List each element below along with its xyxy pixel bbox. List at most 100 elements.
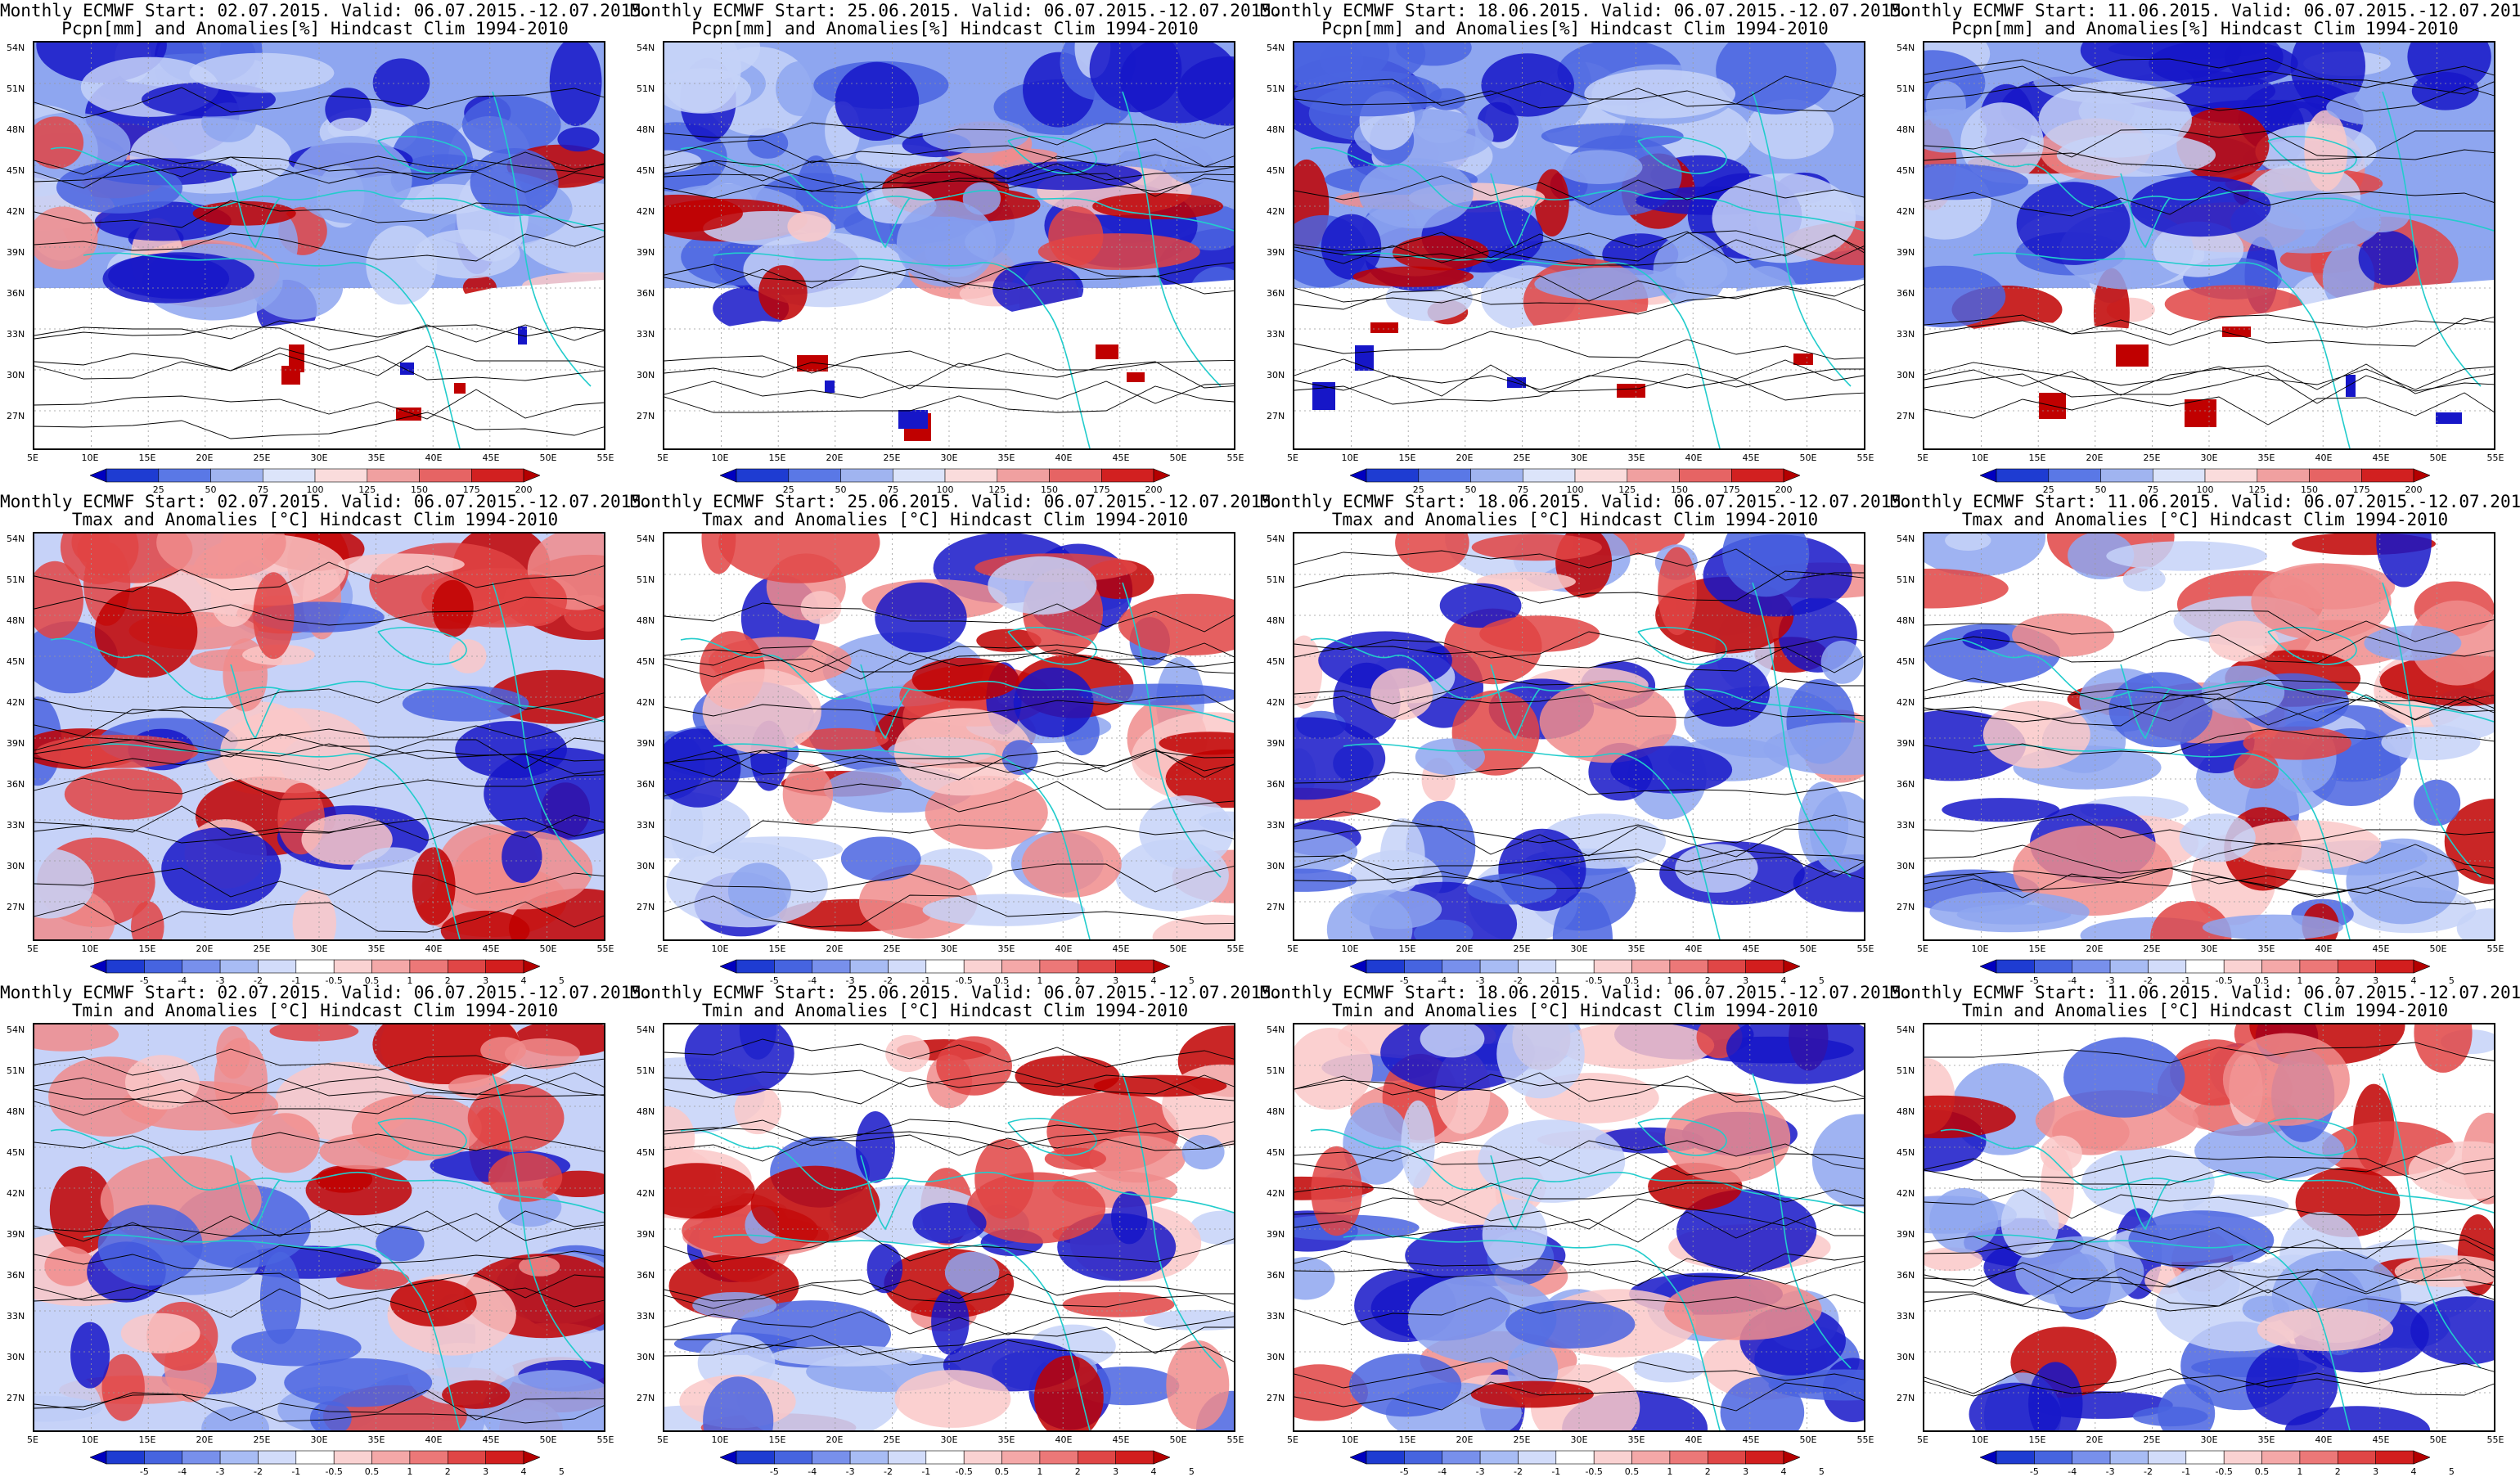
coastline bbox=[1752, 91, 1852, 387]
colorbar-swatch bbox=[1996, 1450, 2035, 1465]
contour-line bbox=[664, 894, 1234, 928]
negative-anomaly-area bbox=[1349, 1353, 1462, 1417]
colorbar-swatch bbox=[2048, 468, 2101, 483]
colorbar-swatch bbox=[736, 959, 775, 974]
positive-anomaly-area bbox=[34, 561, 83, 639]
contour-line bbox=[1294, 1072, 1864, 1103]
longitude-label: 45E bbox=[1112, 1434, 1130, 1445]
colorbar-min-arrow bbox=[1980, 959, 1997, 974]
colorbar-label: 175 bbox=[1722, 484, 1740, 495]
colorbar-label: 4 bbox=[1150, 975, 1157, 986]
colorbar-label: -3 bbox=[845, 975, 855, 986]
positive-anomaly-area bbox=[1924, 568, 2009, 609]
positive-anomaly-area bbox=[389, 1279, 477, 1327]
longitude-label: 5E bbox=[1917, 453, 1928, 463]
colorbar-swatch bbox=[1404, 959, 1443, 974]
negative-anomaly-area bbox=[703, 1376, 774, 1430]
colorbar-label: 0.5 bbox=[364, 975, 380, 986]
positive-anomaly-area bbox=[1534, 169, 1569, 236]
contour-line bbox=[1924, 1155, 2494, 1186]
latitude-label: 48N bbox=[1267, 124, 1285, 135]
contour-line bbox=[1924, 1042, 2494, 1064]
contour-line bbox=[1924, 149, 2494, 173]
latitude-label: 42N bbox=[1267, 206, 1285, 217]
negative-anomaly-area bbox=[1380, 1024, 1536, 1092]
colorbar-label: 0.5 bbox=[2254, 1466, 2270, 1477]
forecast-panel: Monthly ECMWF Start: 18.06.2015. Valid: … bbox=[1260, 0, 1912, 495]
contour-line bbox=[34, 87, 604, 119]
forecast-panel: Monthly ECMWF Start: 02.07.2015. Valid: … bbox=[0, 0, 652, 495]
colorbar-label: 125 bbox=[2248, 484, 2266, 495]
latitude-label: 42N bbox=[1897, 206, 1915, 217]
contour-line bbox=[664, 265, 1234, 295]
colorbar-label: -2 bbox=[1513, 1466, 1523, 1477]
colorbar bbox=[720, 959, 1170, 974]
positive-anomaly-area bbox=[1924, 1095, 2016, 1139]
anomaly-cell bbox=[898, 410, 928, 429]
latitude-label: 33N bbox=[1267, 1311, 1285, 1322]
positive-anomaly-area bbox=[800, 591, 842, 624]
negative-anomaly-area bbox=[376, 1225, 425, 1262]
positive-anomaly-area bbox=[338, 553, 465, 575]
anomaly-cell bbox=[797, 355, 828, 372]
negative-anomaly-area bbox=[1294, 868, 1357, 892]
colorbar-label: 1 bbox=[1037, 975, 1043, 986]
negative-anomaly-area bbox=[1481, 53, 1574, 117]
colorbar-label: 2 bbox=[444, 1466, 451, 1477]
latitude-label: 30N bbox=[1897, 861, 1915, 871]
positive-anomaly-area bbox=[34, 116, 84, 169]
colorbar-label: -1 bbox=[291, 975, 301, 986]
latitude-label: 27N bbox=[1897, 1393, 1915, 1403]
colorbar-swatch bbox=[849, 1450, 889, 1465]
colorbar-label: 25 bbox=[2042, 484, 2054, 495]
latitude-label: 51N bbox=[7, 1065, 25, 1076]
longitude-label: 10E bbox=[81, 453, 99, 463]
colorbar-swatch bbox=[1593, 959, 1632, 974]
contour-line bbox=[664, 1273, 1234, 1302]
longitude-label: 40E bbox=[1685, 943, 1703, 954]
coastline bbox=[230, 173, 281, 249]
colorbar-swatch bbox=[371, 959, 411, 974]
longitude-label: 15E bbox=[2028, 943, 2046, 954]
latitude-label: 51N bbox=[7, 83, 25, 94]
colorbar-swatch bbox=[367, 468, 420, 483]
negative-anomaly-area bbox=[1077, 121, 1212, 152]
latitude-label: 30N bbox=[637, 1352, 655, 1362]
anomaly-field bbox=[34, 534, 604, 939]
coastline bbox=[50, 637, 604, 723]
negative-anomaly-area bbox=[776, 61, 826, 116]
longitude-label: 5E bbox=[1287, 453, 1298, 463]
panel-title: Monthly ECMWF Start: 11.06.2015. Valid: … bbox=[1890, 983, 2520, 1002]
latitude-label: 48N bbox=[7, 1106, 25, 1117]
latitude-label: 48N bbox=[637, 615, 655, 626]
longitude-label: 45E bbox=[1742, 943, 1760, 954]
latitude-label: 45N bbox=[7, 165, 25, 176]
contour-line bbox=[1924, 813, 2494, 845]
anomaly-map bbox=[1923, 1023, 2495, 1432]
colorbar-label: -3 bbox=[215, 975, 225, 986]
negative-anomaly-area bbox=[855, 1111, 895, 1183]
longitude-label: 40E bbox=[425, 1434, 443, 1445]
contour-line bbox=[1294, 678, 1864, 711]
latitude-label: 54N bbox=[637, 43, 655, 53]
negative-anomaly-area bbox=[1929, 1187, 1999, 1253]
positive-anomaly-area bbox=[2243, 726, 2351, 760]
longitude-label: 30E bbox=[940, 1434, 958, 1445]
longitude-label: 30E bbox=[310, 453, 328, 463]
latitude-label: 36N bbox=[1267, 288, 1285, 299]
contour-line bbox=[1924, 1362, 2494, 1394]
colorbar-label: 5 bbox=[558, 1466, 565, 1477]
colorbar-swatch bbox=[1404, 1450, 1443, 1465]
negative-anomaly-area bbox=[2068, 534, 2135, 579]
latitude-label: 54N bbox=[1267, 43, 1285, 53]
negative-anomaly-area bbox=[1482, 1199, 1548, 1271]
longitude-label: 35E bbox=[1627, 453, 1645, 463]
positive-anomaly-area bbox=[750, 1165, 880, 1244]
latitude-label: 42N bbox=[7, 1188, 25, 1199]
colorbar-label: 5 bbox=[2448, 975, 2455, 986]
anomaly-field bbox=[34, 43, 604, 448]
latitude-label: 27N bbox=[637, 1393, 655, 1403]
colorbar-label: 1 bbox=[1667, 1466, 1673, 1477]
longitude-label: 10E bbox=[1971, 1434, 1989, 1445]
positive-anomaly-area bbox=[966, 1172, 1106, 1244]
